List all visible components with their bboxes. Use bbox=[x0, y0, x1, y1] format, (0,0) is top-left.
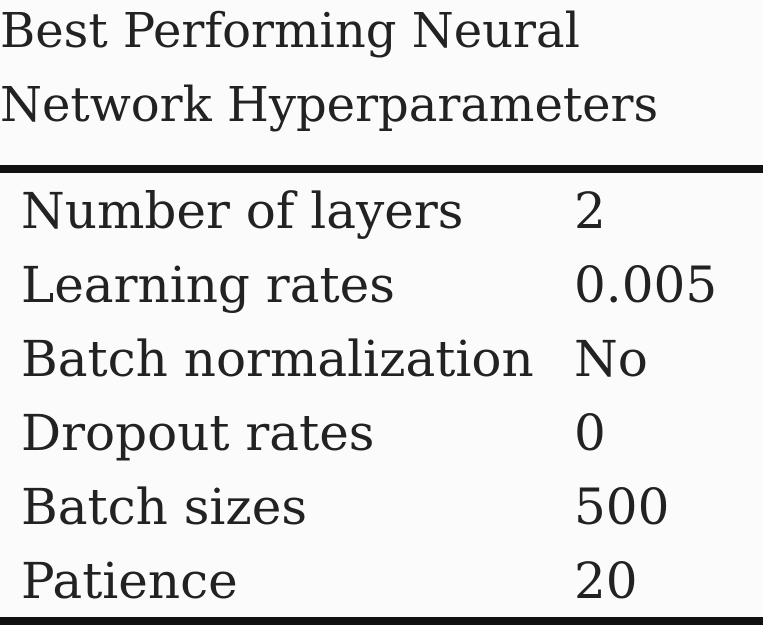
hyperparameter-table: Number of layers 2 Learning rates 0.005 … bbox=[0, 174, 754, 618]
table-row: Batch sizes 500 bbox=[0, 470, 754, 544]
row-value: 20 bbox=[574, 552, 638, 610]
row-label: Patience bbox=[21, 552, 238, 610]
row-value: 2 bbox=[574, 182, 606, 240]
table-row: Number of layers 2 bbox=[0, 174, 754, 248]
table-row: Learning rates 0.005 bbox=[0, 248, 754, 322]
row-value: 0 bbox=[574, 404, 606, 462]
table-bottom-rule bbox=[0, 617, 763, 625]
row-label: Number of layers bbox=[21, 182, 464, 240]
caption-line-1: Best Performing Neural bbox=[0, 3, 580, 59]
row-value: 500 bbox=[574, 478, 670, 536]
row-label: Batch sizes bbox=[21, 478, 307, 536]
table-row: Dropout rates 0 bbox=[0, 396, 754, 470]
table-row: Patience 20 bbox=[0, 544, 754, 618]
row-value: No bbox=[574, 330, 648, 388]
table-row: Batch normalization No bbox=[0, 322, 754, 396]
caption-line-2: Network Hyperparameters bbox=[0, 77, 659, 133]
row-label: Dropout rates bbox=[21, 404, 375, 462]
row-value: 0.005 bbox=[574, 256, 718, 314]
row-label: Learning rates bbox=[21, 256, 395, 314]
table-caption: Best Performing Neural Network Hyperpara… bbox=[0, 0, 763, 142]
table-top-rule bbox=[0, 165, 763, 173]
row-label: Batch normalization bbox=[21, 330, 534, 388]
